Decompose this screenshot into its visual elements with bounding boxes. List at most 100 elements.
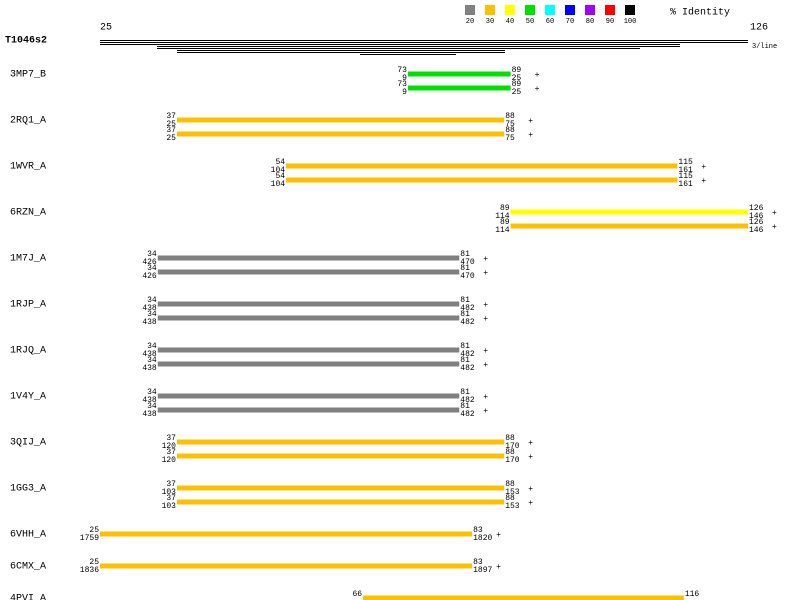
s-end: 161 bbox=[678, 166, 693, 175]
s-start: 104 bbox=[271, 166, 286, 175]
legend-label: 70 bbox=[566, 18, 574, 26]
q-end: 83 bbox=[473, 526, 483, 535]
q-start: 25 bbox=[89, 558, 99, 567]
s-end: 153 bbox=[505, 488, 520, 497]
strand: + bbox=[528, 453, 533, 462]
q-end: 83 bbox=[473, 558, 483, 567]
s-end: 170 bbox=[505, 456, 520, 465]
alignment-bar bbox=[157, 407, 460, 413]
alignment-bar bbox=[286, 177, 678, 183]
s-start: 25 bbox=[166, 120, 176, 129]
hit-name: 3MP7_B bbox=[10, 70, 46, 81]
q-end: 88 bbox=[505, 126, 515, 135]
q-start: 34 bbox=[147, 356, 157, 365]
strand: + bbox=[528, 485, 533, 494]
hit-name: 6CMX_A bbox=[10, 562, 46, 573]
s-start: 438 bbox=[142, 396, 157, 405]
hit-name: 1RJQ_A bbox=[10, 346, 46, 357]
q-start: 37 bbox=[166, 126, 176, 135]
query-start: 25 bbox=[100, 23, 112, 34]
q-start: 34 bbox=[147, 296, 157, 305]
strand: + bbox=[483, 393, 488, 402]
alignment-bar bbox=[510, 209, 748, 215]
q-end: 81 bbox=[460, 310, 470, 319]
alignment-bar bbox=[157, 361, 460, 367]
alignment-bar bbox=[176, 485, 505, 491]
strand: + bbox=[483, 347, 488, 356]
legend-label: 30 bbox=[486, 18, 494, 26]
q-end: 81 bbox=[460, 264, 470, 273]
s-start: 9 bbox=[402, 88, 407, 97]
q-start: 25 bbox=[89, 526, 99, 535]
s-end: 482 bbox=[460, 396, 475, 405]
strand: + bbox=[483, 269, 488, 278]
strand: + bbox=[701, 177, 706, 186]
legend-label: 60 bbox=[546, 18, 554, 26]
legend-label: 20 bbox=[466, 18, 474, 26]
strand: + bbox=[535, 71, 540, 80]
hit-name: 2RQ1_A bbox=[10, 116, 46, 127]
s-start: 103 bbox=[162, 488, 177, 497]
q-end: 89 bbox=[512, 66, 522, 75]
s-end: 1897 bbox=[473, 566, 492, 575]
s-start: 114 bbox=[495, 212, 510, 221]
strand: + bbox=[483, 301, 488, 310]
s-start: 120 bbox=[162, 442, 177, 451]
s-start: 114 bbox=[495, 226, 510, 235]
q-start: 34 bbox=[147, 310, 157, 319]
q-end: 81 bbox=[460, 296, 470, 305]
strand: + bbox=[772, 209, 777, 218]
alignment-bar bbox=[363, 595, 684, 600]
alignment-bar bbox=[510, 223, 748, 229]
q-start: 34 bbox=[147, 342, 157, 351]
s-start: 438 bbox=[142, 350, 157, 359]
s-end: 161 bbox=[678, 180, 693, 189]
s-end: 482 bbox=[460, 410, 475, 419]
alignment-bar bbox=[100, 531, 473, 537]
strand: + bbox=[483, 315, 488, 324]
q-end: 88 bbox=[505, 112, 515, 121]
s-end: 470 bbox=[460, 272, 475, 281]
q-start: 37 bbox=[166, 112, 176, 121]
s-end: 482 bbox=[460, 304, 475, 313]
legend-swatch bbox=[605, 5, 615, 15]
q-end: 89 bbox=[512, 80, 522, 89]
strand: + bbox=[528, 117, 533, 126]
q-start: 89 bbox=[500, 218, 510, 227]
alignment-bar bbox=[407, 85, 511, 91]
q-end: 88 bbox=[505, 448, 515, 457]
q-start: 73 bbox=[397, 80, 407, 89]
legend-title: % Identity bbox=[670, 7, 730, 19]
q-start: 37 bbox=[166, 434, 176, 443]
strand: + bbox=[496, 531, 501, 540]
q-start: 54 bbox=[275, 172, 285, 181]
q-end: 88 bbox=[505, 494, 515, 503]
legend-swatch bbox=[485, 5, 495, 15]
overview-lines bbox=[100, 40, 748, 55]
q-start: 89 bbox=[500, 204, 510, 213]
s-end: 170 bbox=[505, 442, 520, 451]
legend-label: 100 bbox=[624, 18, 637, 26]
q-start: 34 bbox=[147, 264, 157, 273]
alignment-bar bbox=[157, 393, 460, 399]
alignment-bar bbox=[176, 439, 505, 445]
strand: + bbox=[528, 131, 533, 140]
strand: + bbox=[535, 85, 540, 94]
legend-swatch bbox=[525, 5, 535, 15]
q-end: 81 bbox=[460, 342, 470, 351]
legend-swatch bbox=[505, 5, 515, 15]
strand: + bbox=[772, 223, 777, 232]
q-start: 34 bbox=[147, 402, 157, 411]
s-end: 482 bbox=[460, 350, 475, 359]
hit-name: 1RJP_A bbox=[10, 300, 46, 311]
legend-swatch bbox=[465, 5, 475, 15]
strand: + bbox=[528, 439, 533, 448]
q-end: 88 bbox=[505, 434, 515, 443]
query-end: 126 bbox=[750, 23, 768, 34]
hit-name: 6VHH_A bbox=[10, 530, 46, 541]
hit-name: 1M7J_A bbox=[10, 254, 46, 265]
hit-name: 1V4Y_A bbox=[10, 392, 46, 403]
q-end: 126 bbox=[749, 204, 764, 213]
q-start: 66 bbox=[352, 590, 362, 599]
